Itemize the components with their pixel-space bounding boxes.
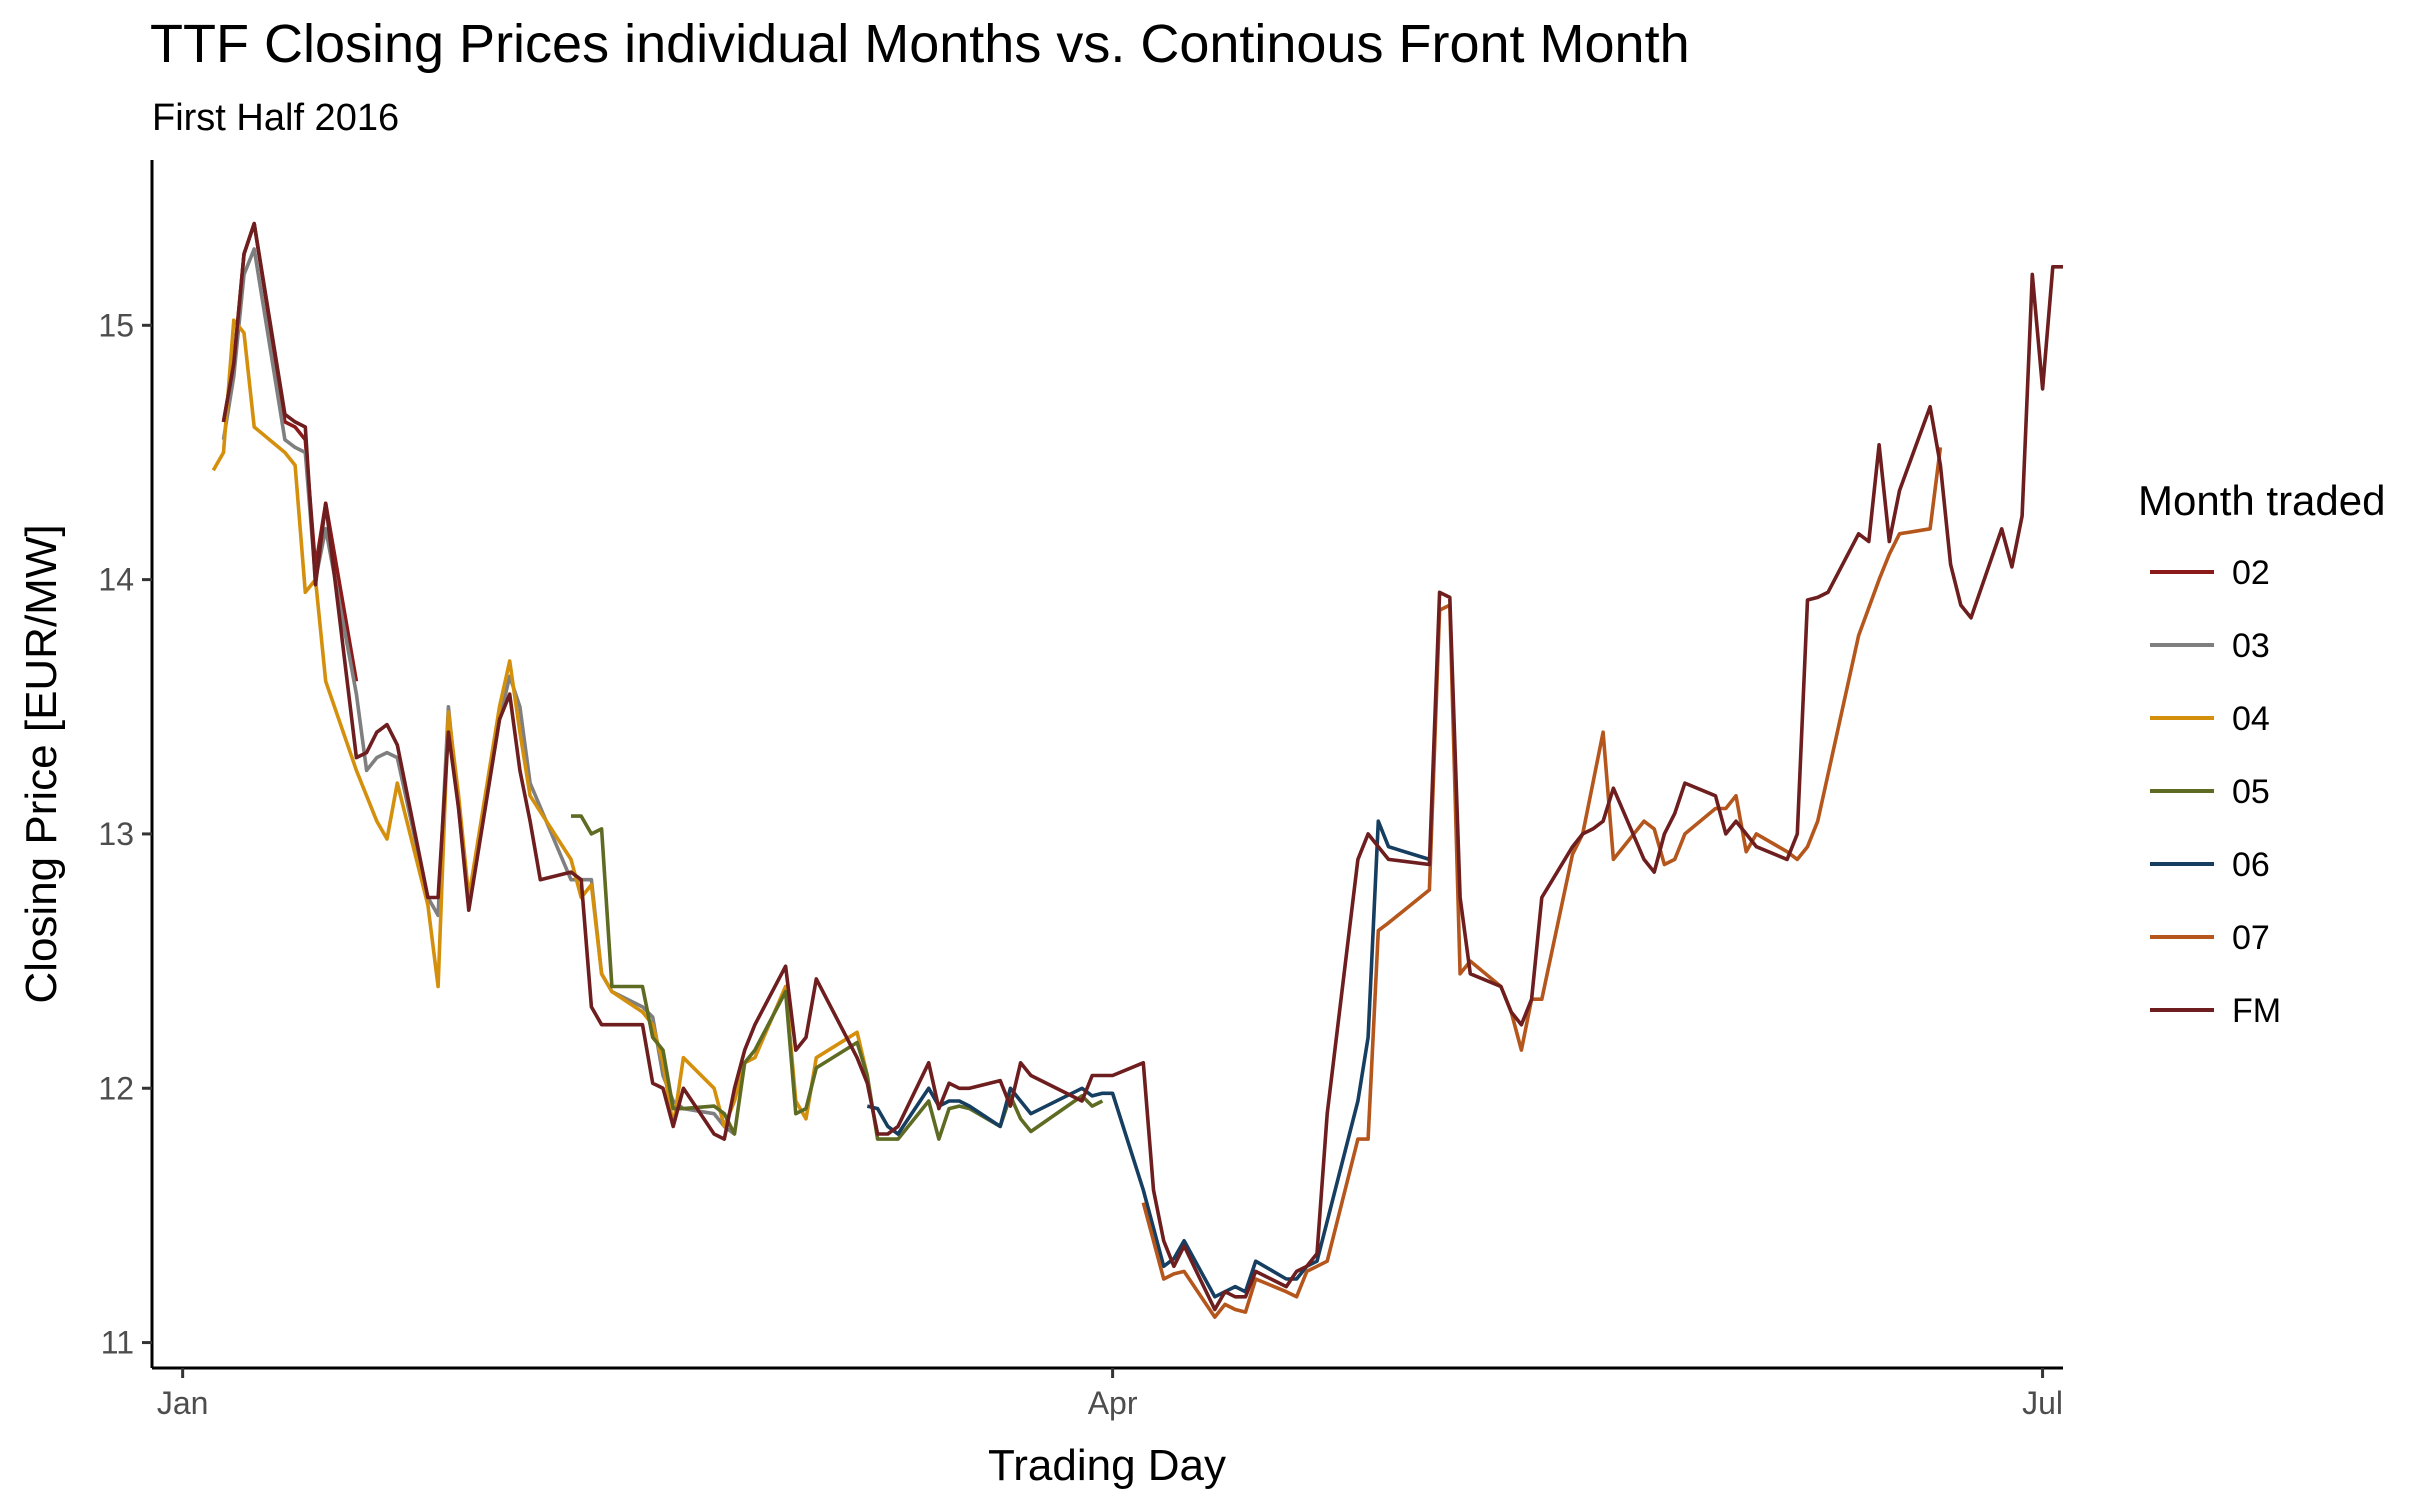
y-axis-ticks: 11 12 13 14 15 — [98, 307, 152, 1361]
series-line-07 — [1141, 447, 1943, 1319]
y-tick-label: 15 — [98, 307, 134, 343]
legend-label-06: 06 — [2232, 846, 2270, 884]
series-line-04 — [211, 318, 870, 1129]
chart-subtitle: First Half 2016 — [152, 97, 399, 139]
y-tick-label: 11 — [101, 1325, 134, 1361]
y-tick-label: 13 — [98, 816, 134, 852]
legend-label-fm: FM — [2232, 992, 2281, 1030]
plot-area — [211, 221, 2063, 1319]
legend-label-05: 05 — [2232, 773, 2270, 811]
x-axis-ticks: Jan Apr Jul — [157, 1368, 2063, 1421]
series-line-fm — [221, 221, 2063, 1312]
legend-label-02: 02 — [2232, 554, 2270, 592]
chart-title: TTF Closing Prices individual Months vs.… — [150, 14, 1690, 74]
legend-label-07: 07 — [2232, 919, 2270, 957]
x-axis-title: Trading Day — [988, 1441, 1226, 1490]
legend-title: Month traded — [2138, 477, 2386, 524]
x-tick-label: Apr — [1088, 1385, 1138, 1421]
series-line-05 — [571, 814, 1104, 1141]
series-line-03 — [221, 247, 736, 1136]
legend: Month traded 02 03 04 05 06 07 FM — [2138, 477, 2386, 1030]
x-tick-label: Jul — [2022, 1385, 2063, 1421]
y-tick-label: 14 — [98, 562, 134, 598]
y-tick-label: 12 — [98, 1070, 134, 1106]
y-axis-title: Closing Price [EUR/MW] — [17, 524, 66, 1003]
x-tick-label: Jan — [157, 1385, 209, 1421]
legend-label-04: 04 — [2232, 700, 2270, 738]
legend-label-03: 03 — [2232, 627, 2270, 665]
